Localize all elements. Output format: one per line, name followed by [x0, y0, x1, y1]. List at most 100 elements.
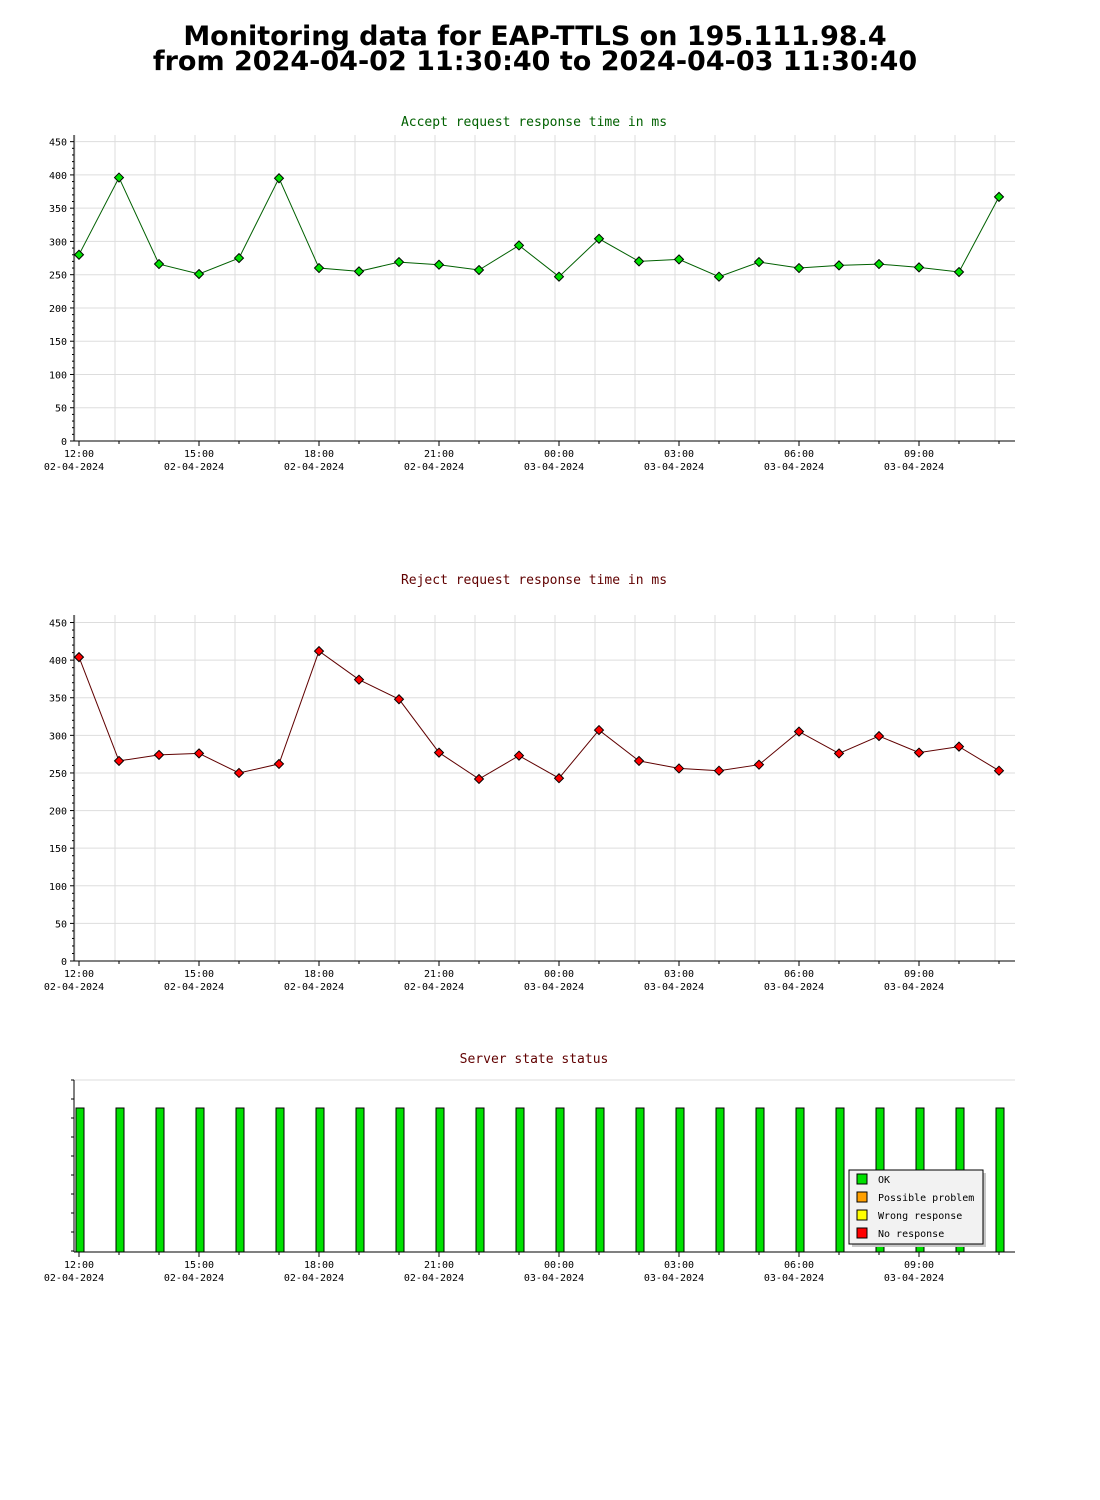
- reject-point: [833, 748, 845, 759]
- accept-x-tick-date: 03-04-2024: [524, 462, 584, 473]
- reject-x-tick-date: 03-04-2024: [524, 982, 584, 993]
- reject-response-chart: 0 50 100 150 200 250 300 350 400 450 12:00 02-04-20…: [44, 615, 1015, 993]
- reject-point: [153, 749, 165, 761]
- status-bar: [435, 1107, 445, 1253]
- reject-x-tick-time: 15:00: [184, 969, 214, 980]
- reject-x-tick-date: 02-04-2024: [44, 982, 104, 993]
- accept-y-tick-label: 100: [49, 370, 67, 381]
- accept-point: [353, 266, 365, 277]
- page-title-line2: from 2024-04-02 11:30:40 to 2024-04-03 1…: [152, 46, 918, 77]
- status-bar: [315, 1107, 325, 1253]
- reject-point: [753, 759, 765, 770]
- status-x-tick-time: 06:00: [784, 1260, 814, 1271]
- status-bar: [195, 1107, 205, 1253]
- accept-x-tick-date: 02-04-2024: [284, 462, 344, 473]
- status-bar: [715, 1107, 725, 1253]
- accept-x-tick-time: 18:00: [304, 449, 334, 460]
- reject-x-tick-time: 18:00: [304, 969, 334, 980]
- accept-point: [753, 256, 765, 268]
- status-bar: [395, 1107, 405, 1253]
- accept-y-tick-label: 400: [49, 171, 67, 182]
- status-bar: [555, 1107, 565, 1253]
- reject-x-tick-date: 03-04-2024: [884, 982, 944, 993]
- reject-point: [73, 651, 85, 663]
- reject-y-tick-label: 150: [49, 844, 67, 855]
- accept-y-tick-label: 300: [49, 237, 67, 248]
- status-x-tick-time: 21:00: [424, 1260, 454, 1271]
- reject-x-tick-date: 03-04-2024: [644, 982, 704, 993]
- reject-point: [513, 750, 525, 761]
- reject-y-tick-label: 0: [61, 957, 67, 968]
- status-bar: [515, 1107, 525, 1253]
- status-x-tick-date: 03-04-2024: [764, 1273, 824, 1284]
- accept-point: [833, 260, 845, 271]
- status-x-tick-time: 03:00: [664, 1260, 694, 1271]
- reject-x-tick-time: 21:00: [424, 969, 454, 980]
- status-x-tick-date: 02-04-2024: [164, 1273, 224, 1284]
- status-x-tick-date: 03-04-2024: [884, 1273, 944, 1284]
- reject-point: [913, 747, 925, 758]
- reject-x-tick-time: 12:00: [64, 969, 94, 980]
- status-legend-label: Wrong response: [878, 1211, 962, 1222]
- accept-x-tick-time: 00:00: [544, 449, 574, 460]
- accept-x-tick-time: 15:00: [184, 449, 214, 460]
- status-x-tick-date: 03-04-2024: [524, 1273, 584, 1284]
- accept-x-tick-date: 03-04-2024: [644, 462, 704, 473]
- status-x-tick-date: 02-04-2024: [44, 1273, 104, 1284]
- status-bar: [155, 1107, 165, 1253]
- reject-point: [233, 767, 245, 779]
- status-legend-label: OK: [878, 1175, 890, 1186]
- reject-point: [313, 645, 325, 657]
- accept-point: [153, 258, 165, 270]
- reject-x-tick-time: 03:00: [664, 969, 694, 980]
- reject-point: [713, 765, 725, 776]
- reject-point: [553, 773, 565, 784]
- accept-point: [313, 262, 325, 274]
- accept-x-tick-time: 21:00: [424, 449, 454, 460]
- reject-point: [873, 730, 885, 742]
- accept-point: [793, 262, 805, 274]
- status-bar: [795, 1107, 805, 1253]
- reject-x-tick-time: 00:00: [544, 969, 574, 980]
- status-bar: [115, 1107, 125, 1253]
- accept-x-tick-date: 02-04-2024: [44, 462, 104, 473]
- status-legend-swatch: [856, 1209, 868, 1221]
- status-legend-label: Possible problem: [878, 1193, 974, 1204]
- reject-x-tick-date: 02-04-2024: [404, 982, 464, 993]
- reject-x-tick-date: 02-04-2024: [164, 982, 224, 993]
- reject-x-tick-time: 09:00: [904, 969, 934, 980]
- page-title-line1: Monitoring data for EAP-TTLS on 195.111.…: [183, 21, 887, 52]
- accept-series-line: [78, 176, 1000, 278]
- accept-point: [953, 266, 965, 278]
- reject-series-line: [78, 650, 1000, 780]
- reject-point: [113, 755, 125, 767]
- reject-point: [593, 724, 605, 736]
- accept-x-tick-date: 02-04-2024: [404, 462, 464, 473]
- reject-x-tick-date: 02-04-2024: [284, 982, 344, 993]
- status-bar: [835, 1107, 845, 1253]
- accept-point: [393, 256, 405, 268]
- accept-point: [433, 259, 445, 270]
- status-bar: [275, 1107, 285, 1253]
- reject-point: [193, 748, 205, 759]
- status-x-tick-time: 18:00: [304, 1260, 334, 1271]
- accept-x-tick-date: 03-04-2024: [884, 462, 944, 473]
- accept-point: [873, 258, 885, 270]
- accept-point: [73, 249, 85, 260]
- reject-y-tick-label: 450: [49, 619, 67, 630]
- accept-point: [113, 172, 125, 183]
- accept-point: [473, 264, 485, 276]
- reject-point: [673, 763, 685, 774]
- reject-point: [473, 773, 485, 785]
- status-bar: [235, 1107, 245, 1253]
- accept-point: [633, 256, 645, 267]
- status-x-tick-time: 12:00: [64, 1260, 94, 1271]
- status-chart-title: Server state status: [460, 1052, 609, 1067]
- page-title: Monitoring data for EAP-TTLS on 195.111.…: [0, 21, 1070, 77]
- status-x-tick-time: 00:00: [544, 1260, 574, 1271]
- status-bar: [675, 1107, 685, 1253]
- reject-y-tick-label: 400: [49, 656, 67, 667]
- reject-point: [353, 674, 365, 685]
- accept-point: [233, 252, 245, 264]
